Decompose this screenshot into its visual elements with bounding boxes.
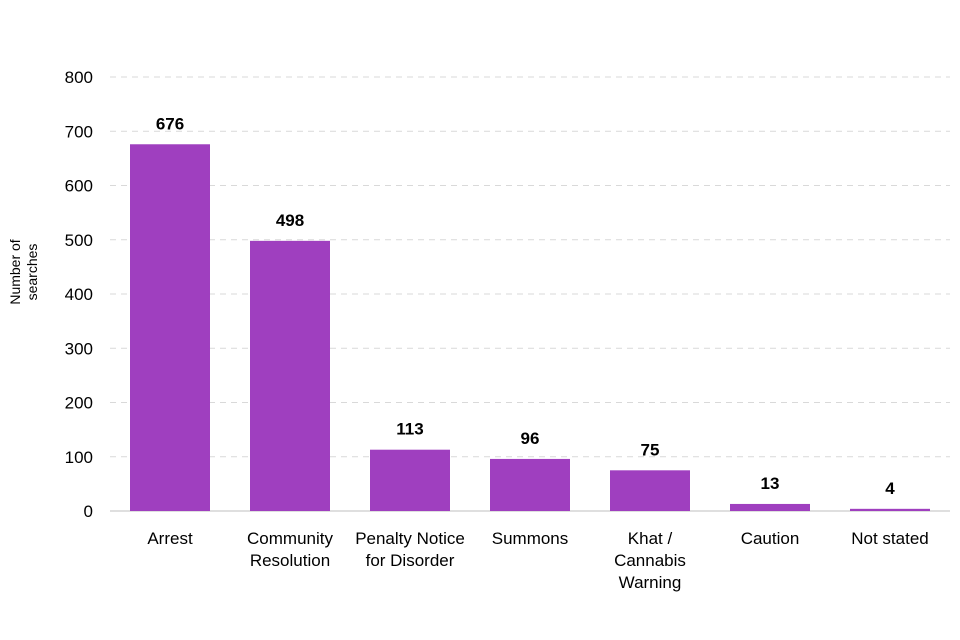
- y-tick-label: 500: [65, 231, 93, 250]
- data-label: 75: [641, 440, 660, 459]
- data-label: 4: [885, 479, 895, 498]
- y-tick-label: 800: [65, 68, 93, 87]
- bar: [610, 470, 690, 511]
- y-axis-ticks: 0 100 200 300 400 500 600 700 800: [65, 68, 93, 521]
- data-label: 13: [761, 474, 780, 493]
- y-tick-label: 200: [65, 394, 93, 413]
- bar: [250, 240, 330, 511]
- bars: [130, 144, 930, 511]
- y-tick-label: 300: [65, 339, 93, 358]
- x-category-label: Penalty Notice for Disorder: [355, 529, 465, 570]
- data-label: 113: [396, 420, 423, 439]
- x-category-label: Khat / Cannabis Warning: [614, 529, 686, 592]
- y-tick-label: 600: [65, 177, 93, 196]
- data-label: 498: [276, 211, 304, 230]
- x-category-label: Community Resolution: [247, 529, 333, 570]
- y-tick-label: 400: [65, 285, 93, 304]
- y-axis-title: Number ofsearches: [7, 239, 40, 304]
- y-tick-label: 0: [84, 502, 93, 521]
- data-labels: 676 498 113 96 75 13 4: [156, 114, 895, 498]
- bar: [730, 503, 810, 511]
- bar: [490, 458, 570, 511]
- bar: [370, 449, 450, 511]
- bar: [850, 508, 930, 511]
- data-label: 676: [156, 114, 184, 133]
- x-category-label: Arrest: [147, 529, 193, 548]
- y-tick-label: 700: [65, 122, 93, 141]
- x-category-label: Caution: [741, 529, 800, 548]
- data-label: 96: [521, 429, 540, 448]
- x-category-label: Summons: [492, 529, 569, 548]
- x-axis-categories: Arrest Community Resolution Penalty Notice f…: [147, 529, 928, 592]
- y-tick-label: 100: [65, 448, 93, 467]
- bar: [130, 144, 210, 511]
- x-category-label: Not stated: [851, 529, 929, 548]
